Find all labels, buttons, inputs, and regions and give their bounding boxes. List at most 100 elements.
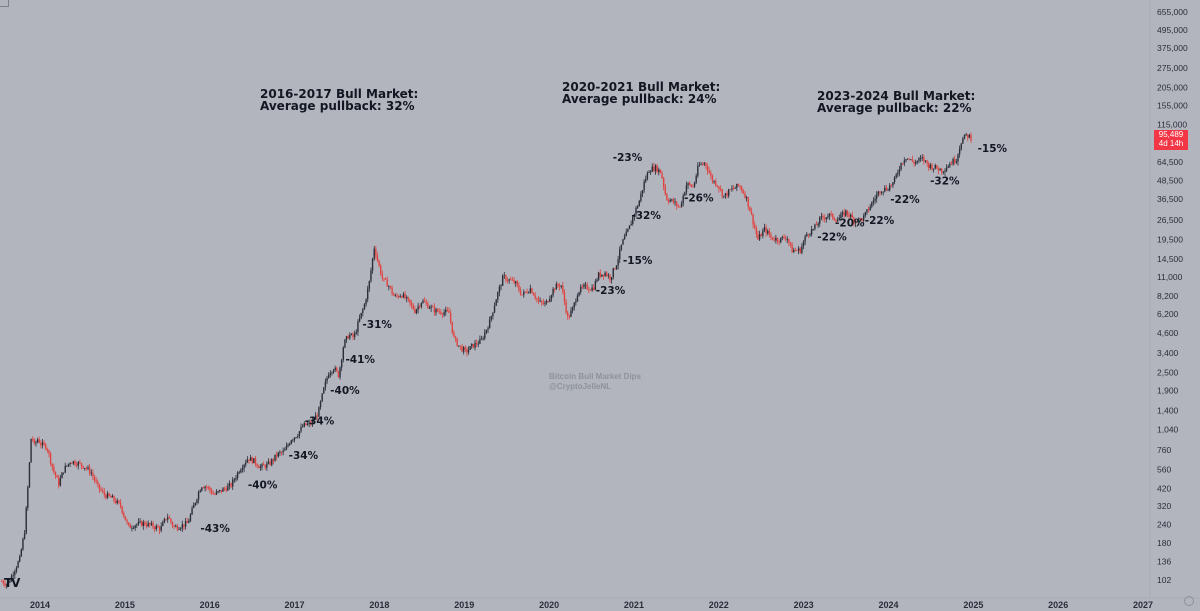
dip-label: -31% bbox=[362, 319, 392, 331]
candle-body bbox=[638, 200, 640, 207]
candle-body bbox=[295, 437, 297, 439]
candle-body bbox=[583, 284, 585, 288]
candle-body bbox=[462, 347, 465, 352]
candle-body bbox=[698, 164, 701, 166]
candle-body bbox=[911, 159, 914, 162]
candle-body bbox=[285, 446, 288, 450]
candle-body bbox=[232, 479, 234, 487]
candle-body bbox=[794, 250, 797, 251]
candle-body bbox=[833, 218, 836, 221]
candle-body bbox=[297, 436, 299, 438]
candle-body bbox=[869, 206, 871, 211]
candle-body bbox=[924, 160, 927, 162]
candle-body bbox=[401, 296, 403, 298]
candle-body bbox=[700, 164, 702, 165]
candle-body bbox=[118, 500, 120, 503]
candle-body bbox=[376, 255, 379, 261]
time-tick-label: 2026 bbox=[1048, 600, 1068, 610]
candle-body bbox=[936, 165, 938, 169]
candle-body bbox=[594, 281, 597, 290]
candle-body bbox=[80, 463, 83, 466]
candle-body bbox=[622, 239, 624, 245]
candle-body bbox=[453, 332, 455, 337]
candle-body bbox=[575, 301, 577, 303]
candle-body bbox=[967, 134, 969, 138]
candle-body bbox=[931, 164, 933, 170]
dip-label: -40% bbox=[330, 385, 360, 397]
price-tick-label: 36,500 bbox=[1157, 194, 1183, 204]
corner-menu-button[interactable] bbox=[0, 0, 9, 7]
candle-body bbox=[10, 575, 13, 582]
candle-body bbox=[690, 184, 693, 187]
candle-body bbox=[703, 162, 706, 165]
candle-body bbox=[768, 231, 771, 236]
candle-body bbox=[737, 183, 740, 186]
candle-body bbox=[352, 333, 354, 338]
candle-body bbox=[126, 520, 128, 523]
candle-body bbox=[532, 293, 535, 296]
candle-body bbox=[612, 268, 614, 278]
candle-body bbox=[435, 309, 437, 313]
candle-body bbox=[729, 189, 732, 191]
time-tick-label: 2015 bbox=[115, 600, 135, 610]
candle-body bbox=[134, 525, 136, 528]
candle-body bbox=[908, 158, 910, 160]
candle-body bbox=[339, 367, 341, 378]
tradingview-logo[interactable]: TV bbox=[4, 576, 21, 590]
candle-body bbox=[820, 216, 823, 218]
candle-body bbox=[393, 293, 395, 296]
settings-icon[interactable] bbox=[1184, 596, 1194, 606]
candle-body bbox=[897, 172, 899, 175]
candle-body bbox=[716, 185, 719, 187]
candle-body bbox=[695, 175, 697, 183]
candle-body bbox=[79, 462, 81, 464]
candle-body bbox=[137, 521, 140, 525]
candle-body bbox=[360, 312, 362, 318]
candle-body bbox=[27, 487, 29, 508]
price-axis[interactable]: 655,000 495,000 375,000 275,000 205,000 155,0… bbox=[1157, 7, 1188, 585]
last-price-tag[interactable]: 95,489 4d 14h bbox=[1154, 130, 1188, 150]
candle-body bbox=[53, 467, 55, 472]
candle-body bbox=[614, 268, 616, 270]
candle-body bbox=[693, 182, 696, 187]
candle-body bbox=[100, 489, 102, 491]
candle-body bbox=[119, 502, 122, 507]
candle-body bbox=[643, 181, 645, 191]
candle-body bbox=[23, 533, 26, 539]
candle-body bbox=[684, 192, 686, 196]
dip-label: -41% bbox=[345, 354, 375, 366]
time-axis[interactable]: 2014 2015 2016 2017 2018 2019 2020 2021 2022 2023… bbox=[30, 600, 1153, 610]
candle-body bbox=[649, 171, 652, 173]
candle-body bbox=[784, 238, 787, 240]
candle-body bbox=[628, 225, 631, 230]
candle-body bbox=[832, 213, 834, 219]
candle-body bbox=[554, 288, 556, 290]
candle-body bbox=[480, 338, 483, 340]
candle-body bbox=[61, 472, 63, 479]
candle-body bbox=[336, 367, 338, 372]
candle-body bbox=[828, 213, 831, 217]
candle-body bbox=[45, 444, 47, 450]
candle-body bbox=[601, 274, 603, 277]
candle-body bbox=[142, 521, 144, 526]
candle-body bbox=[875, 194, 878, 199]
bull-market-2020-2021-annotation: 2020-2021 Bull Market: Average pullback:… bbox=[562, 81, 720, 105]
candle-body bbox=[814, 224, 816, 229]
candle-body bbox=[827, 216, 829, 218]
candle-body bbox=[581, 286, 584, 288]
candle-body bbox=[513, 280, 515, 284]
candle-body bbox=[524, 291, 527, 293]
candle-body bbox=[573, 302, 575, 308]
candle-body bbox=[349, 334, 351, 339]
candle-body bbox=[916, 160, 919, 162]
candle-body bbox=[822, 216, 824, 218]
dip-label: -20% bbox=[835, 217, 865, 229]
candle-body bbox=[329, 373, 331, 375]
candle-body bbox=[887, 190, 889, 191]
candle-body bbox=[845, 210, 847, 216]
time-tick-label: 2020 bbox=[539, 600, 559, 610]
candle-body bbox=[726, 193, 728, 196]
candle-body bbox=[209, 487, 211, 491]
candle-body bbox=[95, 480, 97, 482]
candle-body bbox=[906, 158, 909, 160]
